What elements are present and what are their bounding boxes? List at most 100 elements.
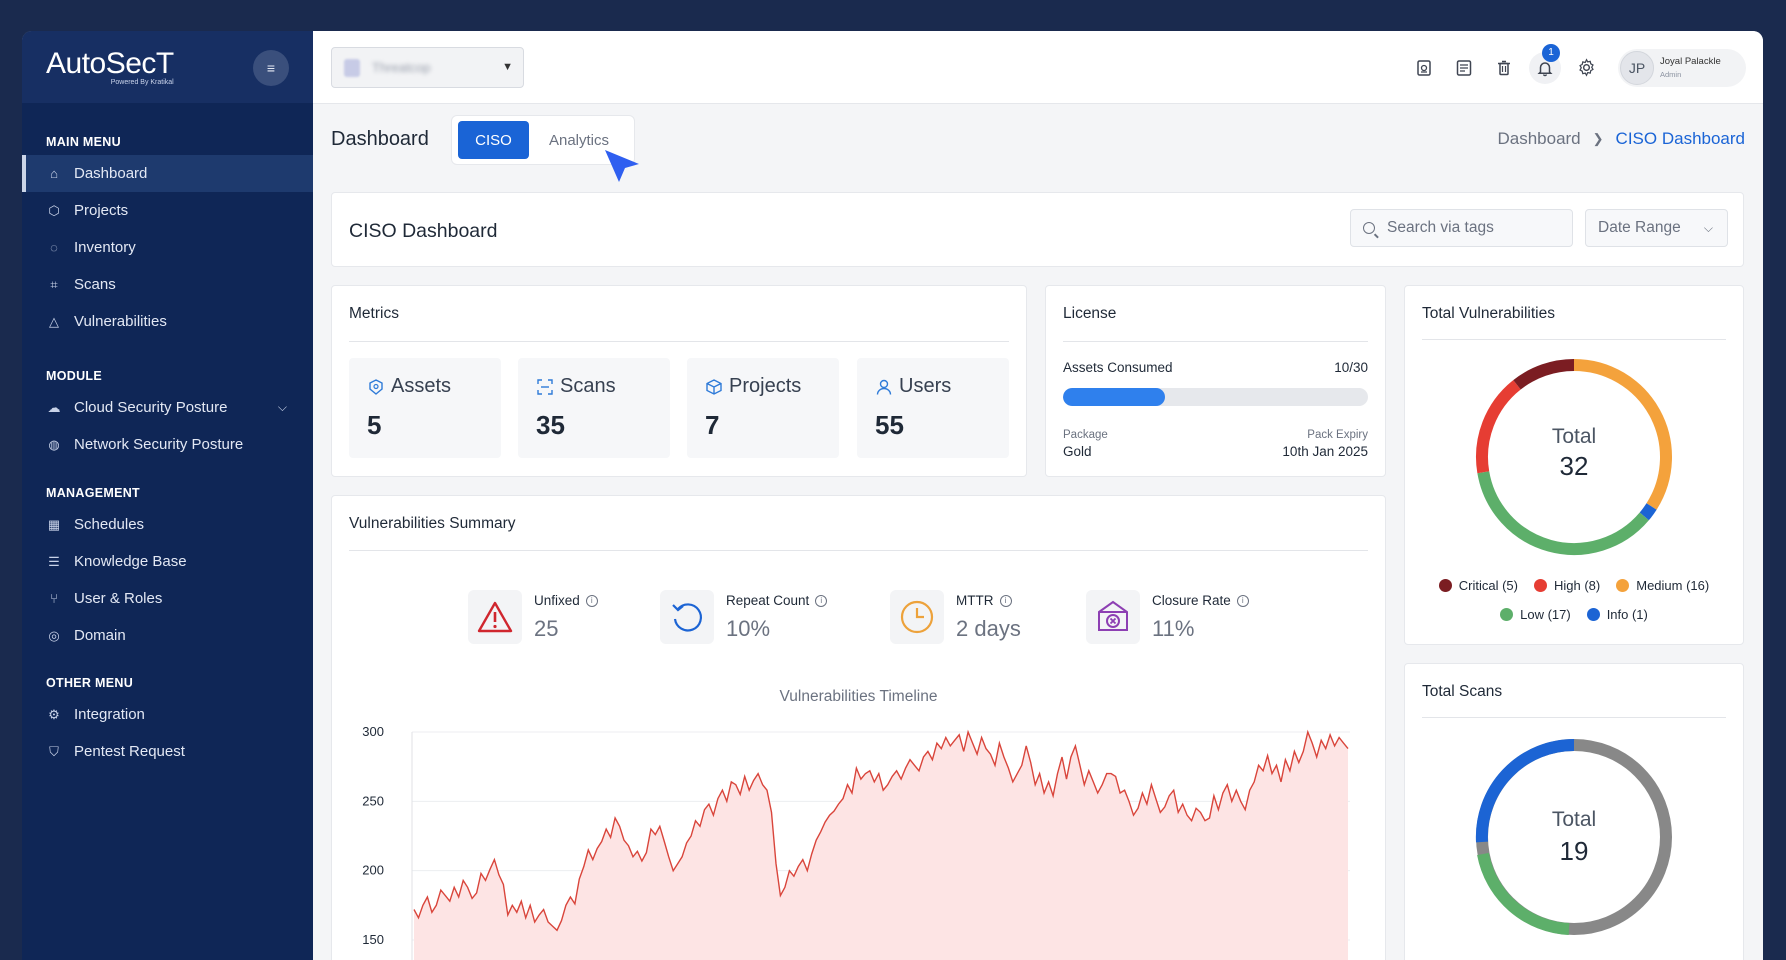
stat-value: 2 days (956, 616, 1021, 641)
sidebar-item-domain[interactable]: ◎ Domain (22, 617, 313, 654)
donut-segment-medium[interactable] (1573, 359, 1672, 510)
avatar: JP (1620, 50, 1654, 85)
search-input[interactable]: Search via tags (1350, 209, 1573, 247)
user-name: Joyal Palackle (1660, 56, 1721, 67)
breadcrumb: Dashboard ❯ CISO Dashboard (1497, 129, 1745, 149)
scans-total-label: Total (1551, 808, 1597, 831)
home-icon: ⌂ (50, 166, 58, 181)
sidebar-item-label: Projects (74, 202, 129, 219)
metric-label: Assets (391, 375, 452, 397)
sidebar-item-network-security-posture[interactable]: ◍ Network Security Posture (22, 426, 313, 463)
search-icon (1363, 222, 1375, 234)
stat-closure-rate: Closure Rate i 11% (1086, 590, 1249, 644)
user-menu[interactable]: JP Joyal Palackle Admin (1618, 48, 1746, 87)
date-range-label: Date Range (1598, 219, 1681, 236)
scan-icon (536, 378, 554, 396)
sidebar-item-scans[interactable]: ⌗ Scans (22, 266, 313, 303)
sidebar-item-label: Integration (74, 706, 145, 723)
metric-value: 35 (536, 410, 565, 440)
stat-value: 11% (1152, 616, 1195, 641)
divider (1063, 341, 1368, 342)
donut-segment-low[interactable] (1477, 471, 1649, 555)
expiry-value: 10th Jan 2025 (1282, 444, 1368, 459)
sidebar-item-knowledge-base[interactable]: ☰ Knowledge Base (22, 543, 313, 580)
search-placeholder: Search via tags (1387, 219, 1494, 236)
metrics-card: Metrics Assets 5 Scans 35 Projects 7 (331, 285, 1027, 477)
stat-repeat-count: Repeat Count i 10% (660, 590, 828, 644)
date-range-select[interactable]: Date Range ⌵ (1585, 209, 1728, 247)
tab-analytics[interactable]: Analytics (548, 131, 610, 149)
donut-segment-high[interactable] (1476, 380, 1521, 474)
info-icon[interactable]: i (1236, 594, 1249, 607)
legend-item[interactable]: High (8) (1534, 571, 1600, 600)
cloud-icon: ☁ (47, 399, 61, 415)
sidebar-section: MANAGEMENT ▦ Schedules ☰ Knowledge Base ⑂ User… (22, 486, 313, 654)
stat-label: Repeat Count (726, 593, 810, 608)
notifications-button[interactable]: 1 (1529, 43, 1561, 84)
sidebar-item-projects[interactable]: ⬡ Projects (22, 192, 313, 229)
sidebar-item-label: Domain (74, 627, 126, 644)
vulnerabilities-donut: Total 32 (1471, 354, 1677, 560)
legend-item[interactable]: Critical (5) (1438, 571, 1518, 600)
sidebar-item-user-roles[interactable]: ⑂ User & Roles (22, 580, 313, 617)
globe-icon: ◍ (48, 436, 60, 452)
chevron-down-icon[interactable]: ⌵ (277, 400, 287, 414)
tab-ciso[interactable]: CISO (458, 121, 529, 159)
sidebar-item-label: Inventory (74, 239, 136, 256)
legend-item[interactable]: Medium (16) (1616, 571, 1709, 600)
metric-projects[interactable]: Projects 7 (687, 358, 839, 458)
divider (1422, 339, 1726, 340)
sidebar-item-dashboard[interactable]: ⌂ Dashboard (22, 155, 313, 192)
warning-icon (468, 590, 522, 644)
donut-segment-info[interactable] (1639, 503, 1657, 521)
vulnerabilities-donut-chart (1476, 359, 1672, 555)
metric-scans[interactable]: Scans 35 (518, 358, 670, 458)
info-icon[interactable]: i (999, 594, 1012, 607)
legend-label: Medium (16) (1636, 578, 1710, 593)
shield-user-icon: ⛉ (49, 743, 59, 759)
assets-progress-fill (1063, 388, 1165, 406)
branch-icon: ⑂ (50, 591, 58, 606)
y-tick-label: 200 (362, 863, 384, 878)
logo-tagline: Powered By Kratikal (110, 78, 174, 86)
ciso-dashboard-bar: CISO Dashboard Search via tags Date Rang… (331, 192, 1744, 267)
checklist-icon[interactable] (1453, 57, 1475, 79)
caret-down-icon: ▼ (502, 61, 513, 73)
bell-icon (1537, 61, 1553, 76)
sidebar-item-integration[interactable]: ⚙ Integration (22, 696, 313, 733)
donut-segment-critical[interactable] (1513, 359, 1575, 390)
sidebar-item-schedules[interactable]: ▦ Schedules (22, 506, 313, 543)
sidebar-item-label: Schedules (74, 516, 145, 533)
brand-header: AutoSecT Powered By Kratikal ≡ (22, 31, 313, 103)
metric-label: Scans (560, 375, 616, 397)
org-avatar (344, 58, 360, 77)
sidebar-item-label: Cloud Security Posture (74, 399, 228, 416)
timeline-area (414, 732, 1348, 960)
sidebar-item-inventory[interactable]: ◌ Inventory (22, 229, 313, 266)
sidebar-item-vulnerabilities[interactable]: △ Vulnerabilities (22, 303, 313, 340)
breadcrumb-root[interactable]: Dashboard (1497, 129, 1581, 148)
stat-value: 10% (726, 616, 771, 641)
scans-segment-blue (1475, 738, 1575, 843)
info-icon[interactable]: i (585, 594, 598, 607)
menu-toggle-button[interactable]: ≡ (253, 50, 289, 86)
license-meta-labels: Package Pack Expiry (1063, 429, 1368, 441)
sidebar-item-pentest-request[interactable]: ⛉ Pentest Request (22, 733, 313, 770)
y-tick-label: 300 (362, 724, 384, 739)
stat-label: Closure Rate (1152, 593, 1231, 608)
gear-icon[interactable] (1575, 57, 1597, 79)
metric-users[interactable]: Users 55 (857, 358, 1009, 458)
legend-item[interactable]: Info (1) (1586, 600, 1648, 629)
report-icon[interactable] (1413, 57, 1435, 79)
logo[interactable]: AutoSecT Powered By Kratikal (46, 48, 174, 86)
legend-item[interactable]: Low (17) (1500, 600, 1571, 629)
trash-icon[interactable] (1493, 57, 1515, 79)
scans-total-value: 19 (1559, 836, 1589, 866)
org-select[interactable]: Threatcop ▼ (331, 47, 524, 88)
info-icon[interactable]: i (815, 594, 828, 607)
sidebar-item-label: User & Roles (74, 590, 163, 607)
sidebar-item-cloud-security-posture[interactable]: ☁ Cloud Security Posture ⌵ (22, 389, 313, 426)
assets-consumed-value: 10/30 (1334, 360, 1368, 375)
chart-title: Vulnerabilities Timeline (779, 688, 938, 705)
metric-assets[interactable]: Assets 5 (349, 358, 501, 458)
